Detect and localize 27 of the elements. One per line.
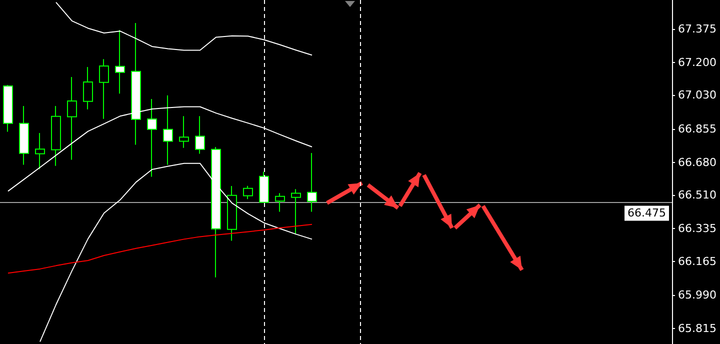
candlestick: [35, 132, 45, 170]
y-tick-label: 66.335: [678, 222, 716, 236]
candlestick: [19, 105, 29, 166]
ref-line-label: 66.475: [628, 206, 666, 220]
candlestick: [51, 105, 61, 166]
y-tick-label: 66.165: [678, 254, 716, 268]
y-tick-label: 65.815: [678, 322, 716, 335]
y-tick-label: 67.030: [678, 88, 716, 102]
candlestick: [243, 185, 253, 200]
y-tick-label: 66.510: [678, 188, 716, 202]
y-tick-label: 66.680: [678, 156, 716, 169]
candlestick: [67, 76, 77, 160]
y-tick-label: 67.200: [678, 56, 716, 70]
y-tick-label: 65.990: [678, 288, 716, 302]
candlestick: [99, 58, 109, 120]
candlestick: [275, 192, 285, 212]
candlestick: [179, 116, 189, 148]
y-tick-label: 66.855: [678, 122, 716, 136]
candlestick: [227, 186, 237, 242]
candlestick: [3, 84, 13, 132]
line-series: [8, 224, 312, 274]
candlestick: [259, 171, 269, 204]
y-tick-label: 67.375: [678, 22, 716, 36]
candlestick: [291, 188, 301, 235]
candlestick: [195, 116, 205, 154]
candlestick: [307, 152, 317, 212]
candlestick: [83, 66, 93, 110]
